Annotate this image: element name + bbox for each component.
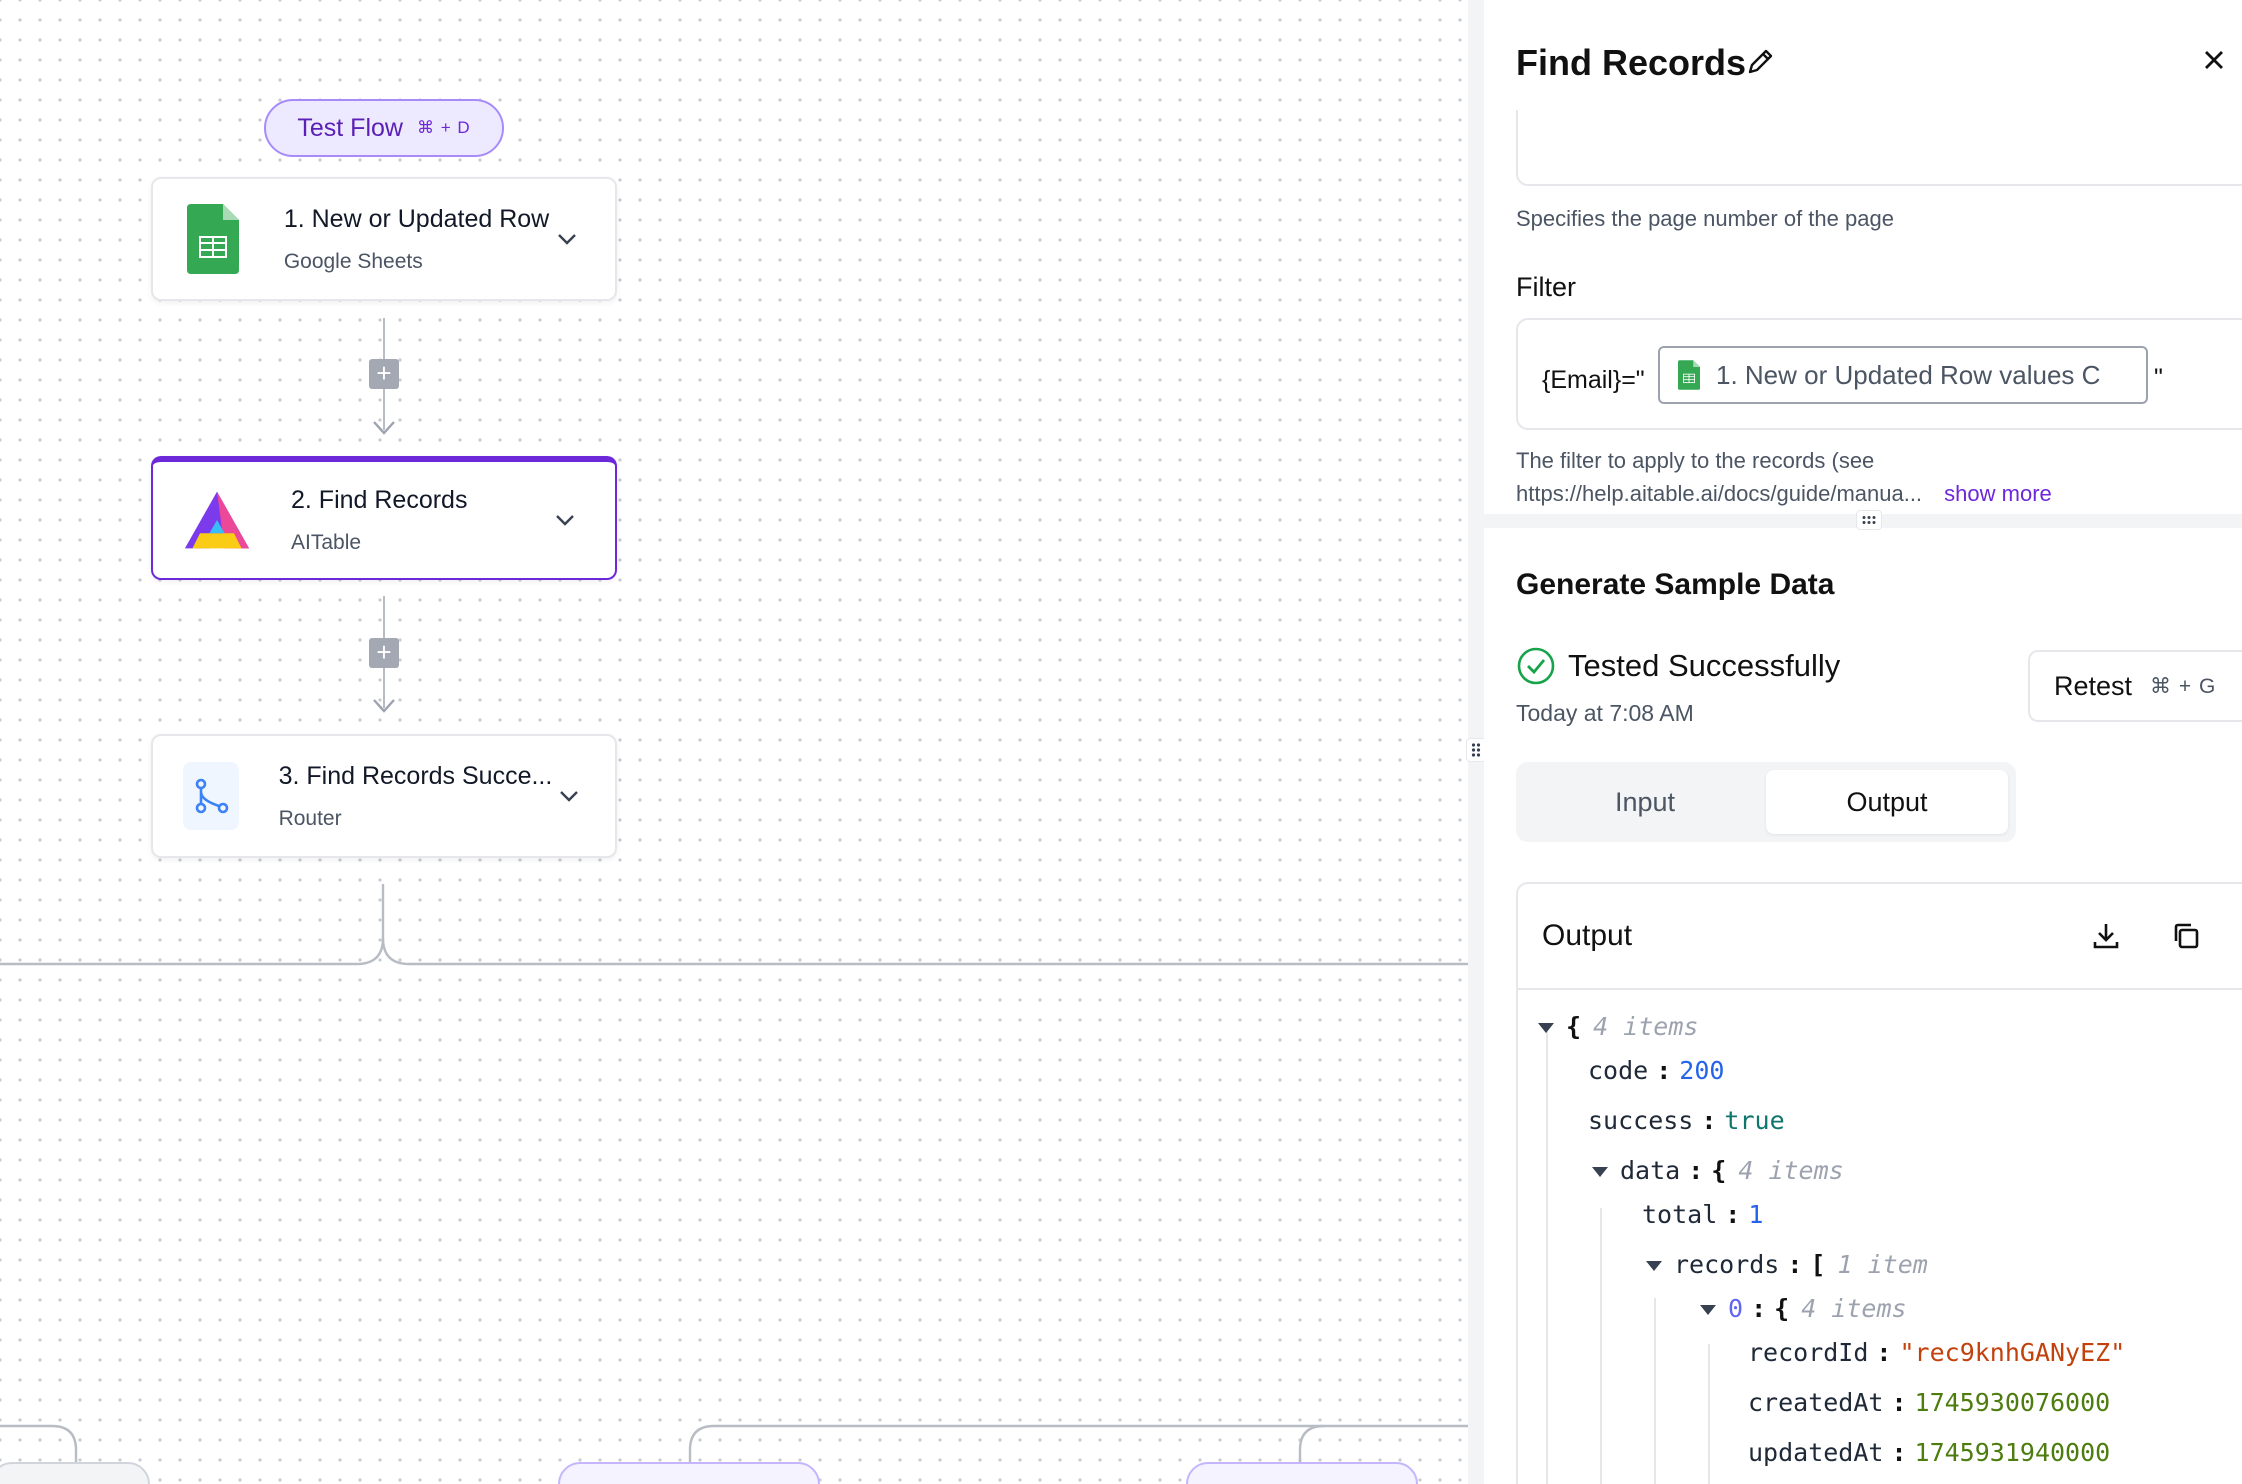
add-step-button[interactable]: + xyxy=(369,359,399,389)
chevron-down-icon[interactable] xyxy=(549,233,585,245)
aitable-icon xyxy=(183,486,251,554)
json-row: success: true xyxy=(1588,1106,1785,1135)
filter-suffix-text: " xyxy=(2154,364,2163,392)
arrow-down-icon xyxy=(373,699,395,713)
router-icon xyxy=(183,762,239,830)
branch-pill[interactable] xyxy=(558,1462,820,1484)
chevron-down-icon[interactable] xyxy=(552,790,585,802)
filter-hint-line: https://help.aitable.ai/docs/guide/manua… xyxy=(1516,477,2052,510)
output-viewer: Output {4 items code:200 success: true xyxy=(1516,882,2242,1484)
branch-pill[interactable] xyxy=(0,1462,150,1484)
variable-token[interactable]: 1. New or Updated Row values C xyxy=(1658,346,2148,404)
tab-output[interactable]: Output xyxy=(1766,770,2008,834)
test-flow-shortcut: ⌘ + D xyxy=(416,118,471,137)
json-root[interactable]: {4 items xyxy=(1538,1012,1698,1041)
check-circle-icon xyxy=(1517,647,1555,685)
variable-token-label: 1. New or Updated Row values C xyxy=(1716,359,2101,390)
branch-connectors xyxy=(0,884,1468,1474)
filter-field[interactable]: {Email}=" 1. New or Updated Row values C… xyxy=(1516,318,2242,430)
google-sheets-icon xyxy=(1678,360,1700,390)
filter-prefix-text: {Email}=" xyxy=(1542,366,1645,394)
json-node-item[interactable]: 0:{4 items xyxy=(1700,1294,1907,1323)
page-number-hint: Specifies the page number of the page xyxy=(1516,206,1894,231)
drag-handle-icon[interactable] xyxy=(1466,738,1486,762)
resize-handle-icon[interactable] xyxy=(1856,510,1882,530)
page-number-field[interactable] xyxy=(1516,110,2242,186)
panel-title: Find Records xyxy=(1516,42,1747,83)
flow-node-trigger[interactable]: 1. New or Updated Row Google Sheets xyxy=(151,177,617,301)
arrow-down-icon xyxy=(373,421,395,435)
test-timestamp: Today at 7:08 AM xyxy=(1516,700,1694,726)
tab-input[interactable]: Input xyxy=(1614,786,1676,817)
test-flow-label: Test Flow xyxy=(297,113,403,142)
filter-hint-url: https://help.aitable.ai/docs/guide/manua… xyxy=(1516,481,1923,506)
filter-hint: The filter to apply to the records (see … xyxy=(1516,444,2052,510)
retest-button[interactable]: Retest ⌘ + G xyxy=(2028,650,2242,722)
json-row: recordId: "rec9knhGANyEZ" xyxy=(1748,1338,2126,1367)
google-sheets-icon xyxy=(183,204,244,274)
chevron-down-icon[interactable] xyxy=(545,514,585,526)
close-icon[interactable] xyxy=(2200,46,2228,79)
json-row: total:1 xyxy=(1642,1200,1764,1229)
flow-node-router[interactable]: 3. Find Records Succe... Router xyxy=(151,734,617,858)
branch-pill[interactable] xyxy=(1186,1462,1418,1484)
io-tabs: Input Output xyxy=(1516,762,2016,842)
flow-canvas[interactable]: Test Flow ⌘ + D 1. New or Updated Row Go… xyxy=(0,0,1468,1484)
add-step-button[interactable]: + xyxy=(369,638,399,668)
flow-node-find-records[interactable]: 2. Find Records AITable xyxy=(151,456,617,580)
node-subtitle: AITable xyxy=(291,530,362,554)
retest-label: Retest xyxy=(2054,670,2133,701)
pencil-icon[interactable] xyxy=(1744,46,1776,83)
test-status-label: Tested Successfully xyxy=(1568,648,1841,683)
output-title: Output xyxy=(1542,919,1633,952)
download-icon[interactable] xyxy=(2090,920,2122,957)
node-title: 3. Find Records Succe... xyxy=(278,761,553,790)
json-node-data[interactable]: data:{4 items xyxy=(1592,1156,1844,1185)
sample-data-title: Generate Sample Data xyxy=(1516,568,1835,601)
json-row: createdAt:1745930076000 xyxy=(1748,1388,2111,1417)
node-title: 1. New or Updated Row xyxy=(283,204,550,233)
filter-hint-line: The filter to apply to the records (see xyxy=(1516,448,1875,473)
copy-icon[interactable] xyxy=(2170,920,2202,957)
node-title: 2. Find Records xyxy=(291,485,468,514)
show-more-link[interactable]: show more xyxy=(1944,481,2052,506)
test-flow-button[interactable]: Test Flow ⌘ + D xyxy=(264,99,504,157)
json-node-records[interactable]: records:[1 item xyxy=(1646,1250,1928,1279)
retest-shortcut: ⌘ + G xyxy=(2150,674,2217,698)
node-subtitle: Router xyxy=(278,806,342,830)
step-settings-panel: Find Records Specifies the page number o… xyxy=(1484,0,2242,1484)
filter-label: Filter xyxy=(1516,272,1576,302)
json-row: updatedAt:1745931940000 xyxy=(1748,1438,2111,1467)
test-status: Tested Successfully xyxy=(1516,646,1840,686)
json-row: code:200 xyxy=(1588,1056,1725,1085)
node-subtitle: Google Sheets xyxy=(283,249,423,273)
